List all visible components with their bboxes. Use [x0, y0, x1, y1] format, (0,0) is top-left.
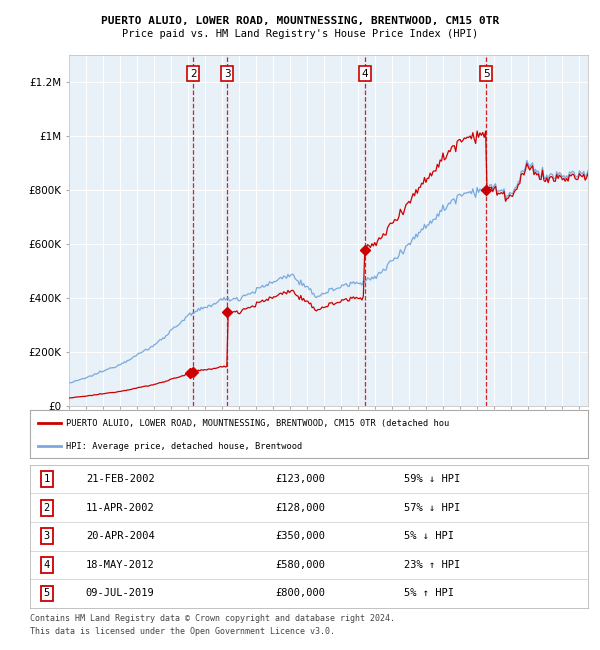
- Text: This data is licensed under the Open Government Licence v3.0.: This data is licensed under the Open Gov…: [30, 627, 335, 636]
- Text: 1: 1: [44, 474, 50, 484]
- Text: 11-APR-2002: 11-APR-2002: [86, 502, 155, 513]
- Text: PUERTO ALUIO, LOWER ROAD, MOUNTNESSING, BRENTWOOD, CM15 0TR: PUERTO ALUIO, LOWER ROAD, MOUNTNESSING, …: [101, 16, 499, 26]
- Text: 5: 5: [44, 588, 50, 599]
- Text: 3: 3: [44, 531, 50, 541]
- Text: 5% ↓ HPI: 5% ↓ HPI: [404, 531, 454, 541]
- Text: £350,000: £350,000: [275, 531, 326, 541]
- Text: 2: 2: [44, 502, 50, 513]
- Text: £800,000: £800,000: [275, 588, 326, 599]
- Text: 4: 4: [361, 69, 368, 79]
- Text: 5: 5: [483, 69, 490, 79]
- Text: PUERTO ALUIO, LOWER ROAD, MOUNTNESSING, BRENTWOOD, CM15 0TR (detached hou: PUERTO ALUIO, LOWER ROAD, MOUNTNESSING, …: [66, 419, 449, 428]
- Text: £128,000: £128,000: [275, 502, 326, 513]
- Text: 4: 4: [44, 560, 50, 570]
- Text: HPI: Average price, detached house, Brentwood: HPI: Average price, detached house, Bren…: [66, 441, 302, 450]
- Text: 18-MAY-2012: 18-MAY-2012: [86, 560, 155, 570]
- Text: 23% ↑ HPI: 23% ↑ HPI: [404, 560, 460, 570]
- Text: Contains HM Land Registry data © Crown copyright and database right 2024.: Contains HM Land Registry data © Crown c…: [30, 614, 395, 623]
- Text: 2: 2: [190, 69, 197, 79]
- Text: 20-APR-2004: 20-APR-2004: [86, 531, 155, 541]
- Text: 09-JUL-2019: 09-JUL-2019: [86, 588, 155, 599]
- Text: £123,000: £123,000: [275, 474, 326, 484]
- Text: £580,000: £580,000: [275, 560, 326, 570]
- Text: 5% ↑ HPI: 5% ↑ HPI: [404, 588, 454, 599]
- Text: 3: 3: [224, 69, 230, 79]
- Text: Price paid vs. HM Land Registry's House Price Index (HPI): Price paid vs. HM Land Registry's House …: [122, 29, 478, 39]
- Text: 21-FEB-2002: 21-FEB-2002: [86, 474, 155, 484]
- Text: 59% ↓ HPI: 59% ↓ HPI: [404, 474, 460, 484]
- Text: 57% ↓ HPI: 57% ↓ HPI: [404, 502, 460, 513]
